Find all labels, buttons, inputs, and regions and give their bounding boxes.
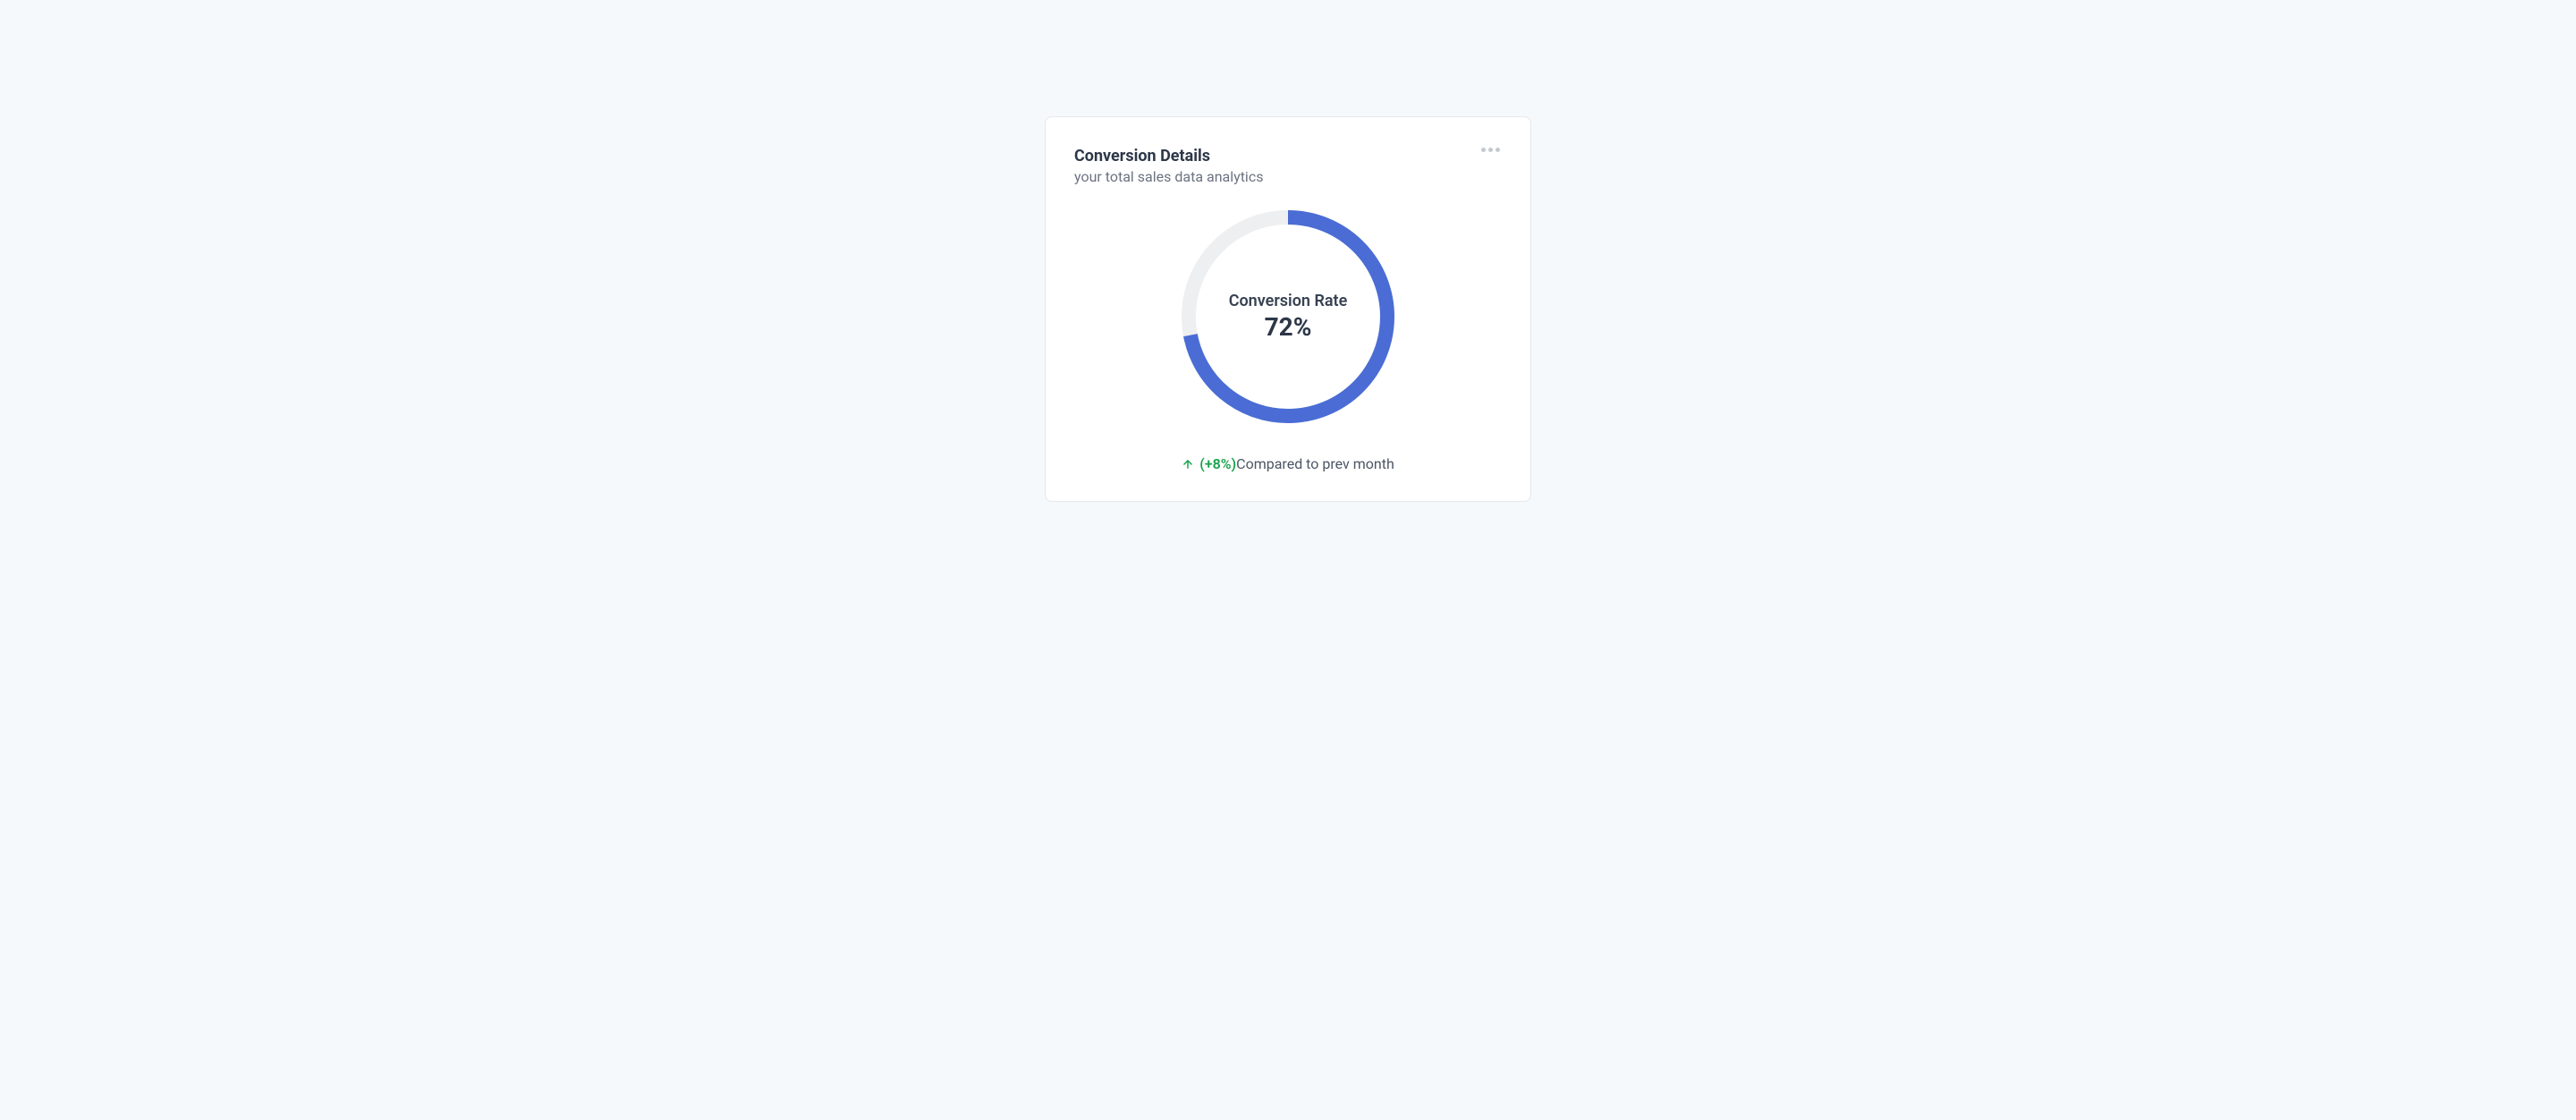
more-icon [1496, 148, 1500, 152]
card-header: Conversion Details your total sales data… [1074, 146, 1502, 185]
more-options-button[interactable] [1479, 146, 1502, 154]
conversion-card: Conversion Details your total sales data… [1045, 116, 1531, 502]
comparison-row: (+8%)Compared to prev month [1074, 455, 1502, 472]
card-heading-block: Conversion Details your total sales data… [1074, 146, 1263, 185]
donut-center: Conversion Rate 72% [1182, 210, 1394, 423]
card-subtitle: your total sales data analytics [1074, 168, 1263, 185]
donut-chart: Conversion Rate 72% [1182, 210, 1394, 423]
arrow-up-icon [1182, 458, 1194, 471]
chart-area: Conversion Rate 72% [1074, 210, 1502, 423]
donut-label: Conversion Rate [1229, 292, 1348, 311]
donut-value: 72% [1265, 312, 1312, 343]
delta-value: (+8%) [1199, 455, 1236, 472]
compare-text: Compared to prev month [1236, 455, 1394, 472]
more-icon [1481, 148, 1486, 152]
card-title: Conversion Details [1074, 146, 1263, 166]
more-icon [1488, 148, 1493, 152]
